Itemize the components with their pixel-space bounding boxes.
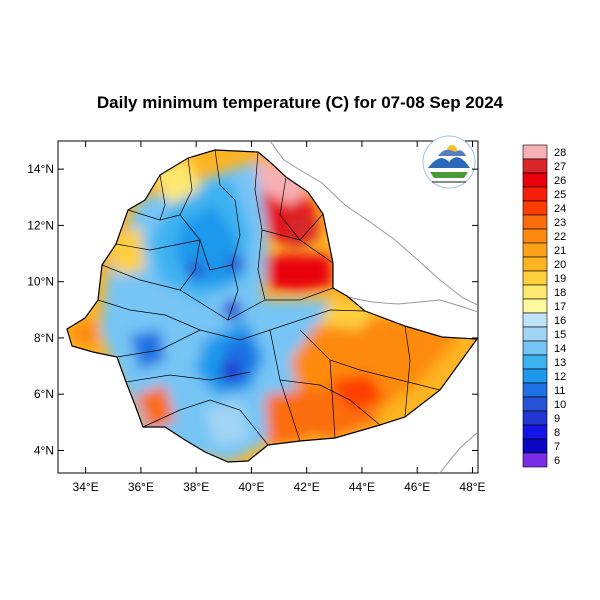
colorbar-label: 11 xyxy=(554,385,565,397)
colorbar-swatch xyxy=(522,270,548,286)
colorbar-label: 25 xyxy=(554,189,566,201)
colorbar-swatch xyxy=(522,284,548,300)
y-tick-label: 4°N xyxy=(34,443,54,457)
chart-title: Daily minimum temperature (C) for 07-08 … xyxy=(96,93,504,112)
colorbar-label: 28 xyxy=(554,147,566,159)
x-tick-label: 34°E xyxy=(73,480,99,494)
y-axis-ticks: 14°N 12°N 10°N 8°N 6°N 4°N xyxy=(27,162,478,457)
colorbar-swatch xyxy=(522,172,548,188)
colorbar-swatch xyxy=(522,242,548,258)
colorbar-label: 13 xyxy=(554,357,566,369)
colorbar-label: 15 xyxy=(554,329,566,341)
x-tick-label: 36°E xyxy=(128,480,154,494)
x-tick-label: 44°E xyxy=(349,480,375,494)
colorbar-swatch xyxy=(522,368,548,384)
y-tick-label: 8°N xyxy=(34,331,54,345)
colorbar-swatch xyxy=(522,298,548,314)
x-tick-label: 42°E xyxy=(294,480,320,494)
colorbar: 28 27 26 25 24 23 22 21 20 19 18 17 16 15 14 13 12 11 10 9 8… xyxy=(522,144,566,468)
y-tick-label: 10°N xyxy=(27,275,54,289)
colorbar-label: 6 xyxy=(554,455,560,467)
colorbar-swatch xyxy=(522,144,548,160)
admin-boundaries xyxy=(97,150,441,446)
colorbar-swatch xyxy=(522,256,548,272)
country-boundary xyxy=(66,149,479,463)
colorbar-label: 7 xyxy=(554,441,560,453)
colorbar-swatch xyxy=(522,158,548,174)
neighbour-coastlines xyxy=(269,141,478,473)
colorbar-label: 20 xyxy=(554,259,566,271)
colorbar-label: 24 xyxy=(554,203,566,215)
colorbar-swatch xyxy=(522,354,548,370)
colorbar-label: 10 xyxy=(554,399,566,411)
colorbar-label: 17 xyxy=(554,301,566,313)
colorbar-label: 21 xyxy=(554,245,566,257)
colorbar-swatch xyxy=(522,228,548,244)
colorbar-label: 19 xyxy=(554,273,566,285)
colorbar-swatch xyxy=(522,452,548,468)
colorbar-label: 26 xyxy=(554,175,566,187)
y-tick-label: 12°N xyxy=(27,218,54,232)
colorbar-label: 12 xyxy=(554,371,566,383)
colorbar-swatch xyxy=(522,424,548,440)
x-axis-ticks: 34°E 36°E 38°E 40°E 42°E 44°E 46°E 48°E xyxy=(73,141,486,494)
colorbar-label: 9 xyxy=(554,413,560,425)
colorbar-label: 22 xyxy=(554,231,566,243)
colorbar-swatch xyxy=(522,438,548,454)
colorbar-label: 27 xyxy=(554,161,566,173)
colorbar-swatch xyxy=(522,382,548,398)
colorbar-swatch xyxy=(522,186,548,202)
colorbar-swatch xyxy=(522,410,548,426)
colorbar-swatch xyxy=(522,396,548,412)
colorbar-swatch xyxy=(522,326,548,342)
x-tick-label: 48°E xyxy=(459,480,485,494)
colorbar-label: 23 xyxy=(554,217,566,229)
colorbar-swatch xyxy=(522,214,548,230)
x-tick-label: 40°E xyxy=(238,480,264,494)
x-tick-label: 38°E xyxy=(183,480,209,494)
y-tick-label: 14°N xyxy=(27,162,54,176)
x-tick-label: 46°E xyxy=(404,480,430,494)
colorbar-label: 14 xyxy=(554,343,566,355)
colorbar-label: 16 xyxy=(554,315,566,327)
colorbar-swatch xyxy=(522,200,548,216)
colorbar-swatch xyxy=(522,340,548,356)
colorbar-swatch xyxy=(522,312,548,328)
colorbar-label: 18 xyxy=(554,287,566,299)
ethiopian-meteorology-institute-logo xyxy=(422,135,476,189)
colorbar-label: 8 xyxy=(554,427,560,439)
y-tick-label: 6°N xyxy=(34,387,54,401)
